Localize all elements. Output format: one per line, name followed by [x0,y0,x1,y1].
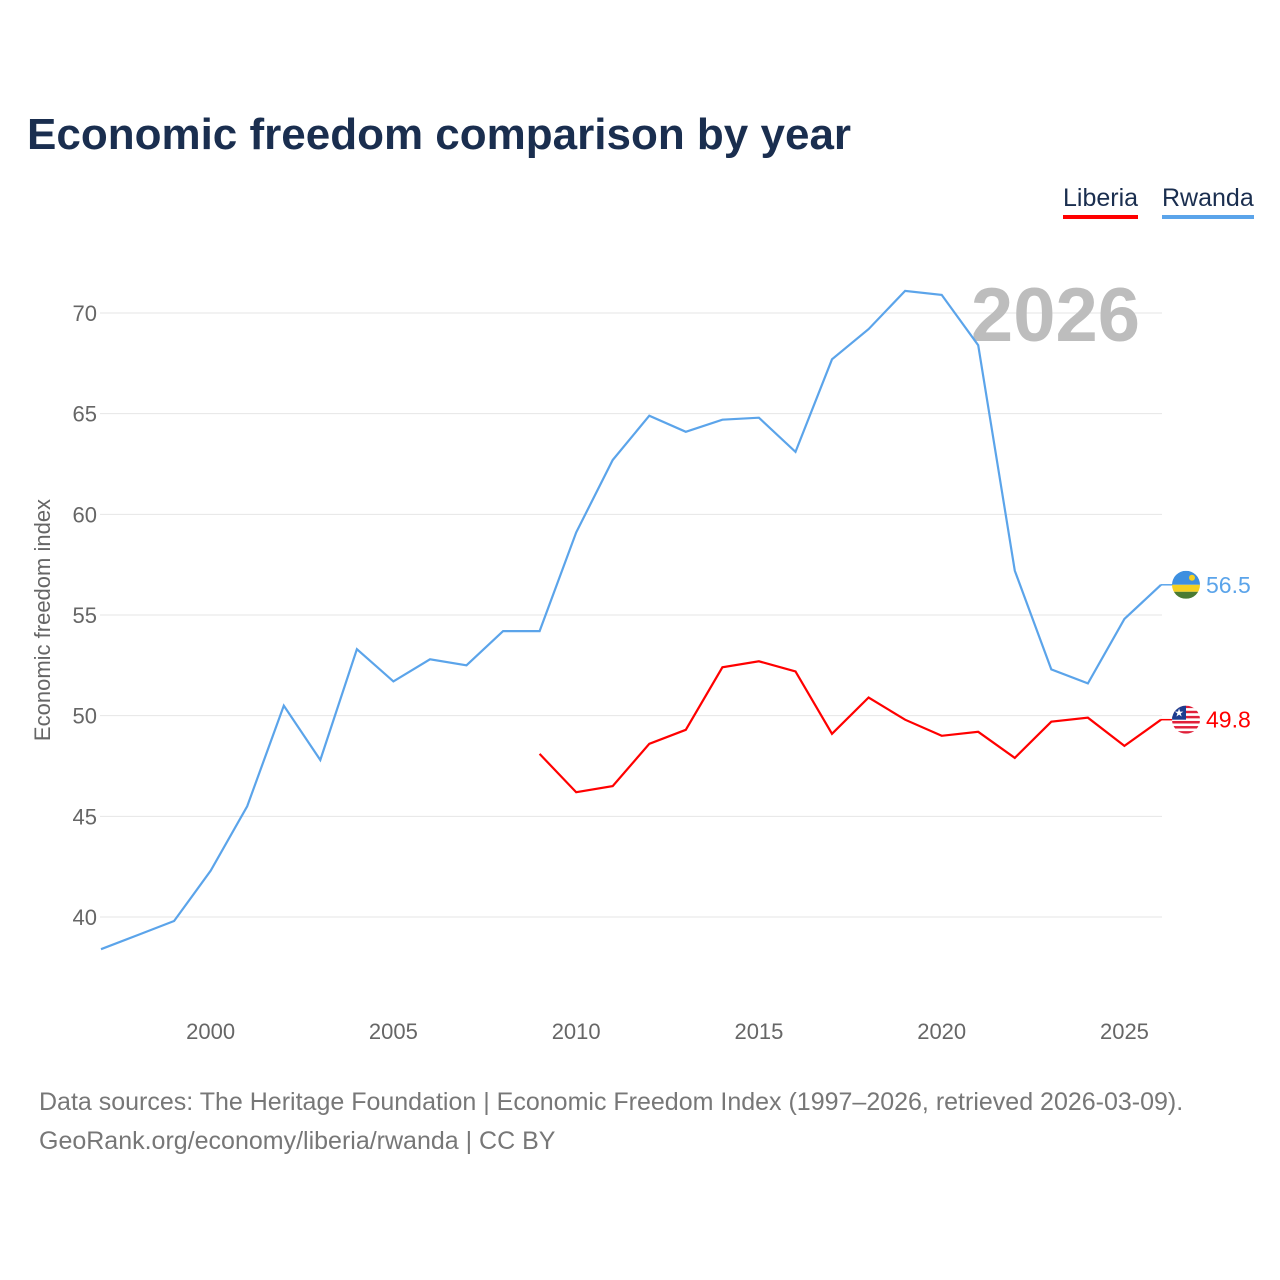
data-point[interactable] [719,417,725,423]
data-point[interactable] [464,662,470,668]
y-tick-label: 55 [73,603,97,628]
year-watermark: 2026 [971,273,1140,358]
data-point[interactable] [354,646,360,652]
data-point[interactable] [939,292,945,298]
data-point[interactable] [902,717,908,723]
data-point[interactable] [171,918,177,924]
y-tick-label: 50 [73,704,97,729]
data-point[interactable] [427,656,433,662]
data-point[interactable] [537,751,543,757]
data-point[interactable] [683,429,689,435]
y-tick-label: 45 [73,804,97,829]
data-point[interactable] [98,946,104,952]
chart-title: Economic freedom comparison by year [27,110,852,159]
data-point[interactable] [1048,666,1054,672]
series-line-liberia[interactable] [538,660,1162,794]
legend-rwanda[interactable]: Rwanda [1162,184,1254,219]
data-point[interactable] [1085,680,1091,686]
data-point[interactable] [719,664,725,670]
data-point[interactable] [975,729,981,735]
y-tick-label: 40 [73,905,97,930]
data-point[interactable] [610,457,616,463]
data-point[interactable] [902,288,908,294]
data-point[interactable] [1048,719,1054,725]
data-point[interactable] [646,741,652,747]
svg-text:★: ★ [1174,708,1184,720]
data-point[interactable] [866,326,872,332]
data-point[interactable] [792,668,798,674]
x-tick-label: 2005 [369,1019,418,1044]
data-point[interactable] [939,733,945,739]
data-point[interactable] [1085,715,1091,721]
data-point[interactable] [975,342,981,348]
data-point[interactable] [683,727,689,733]
data-point[interactable] [135,932,141,938]
data-point[interactable] [1012,568,1018,574]
y-tick-label: 70 [73,301,97,326]
data-point[interactable] [537,628,543,634]
end-value-label: 56.5 [1206,572,1251,598]
data-point[interactable] [573,529,579,535]
data-point[interactable] [500,628,506,634]
data-point[interactable] [792,449,798,455]
data-point[interactable] [756,658,762,664]
data-point[interactable] [317,757,323,763]
data-point[interactable] [756,415,762,421]
x-tick-label: 2000 [186,1019,235,1044]
y-tick-label: 65 [73,402,97,427]
liberia-flag-icon: ★ [1172,705,1200,734]
data-point[interactable] [610,783,616,789]
data-point[interactable] [1012,755,1018,761]
data-point[interactable] [829,731,835,737]
y-tick-label: 60 [73,502,97,527]
data-point[interactable] [208,868,214,874]
x-tick-label: 2015 [734,1019,783,1044]
x-tick-label: 2025 [1100,1019,1149,1044]
x-tick-label: 2020 [917,1019,966,1044]
data-point[interactable] [1121,616,1127,622]
data-point[interactable] [829,356,835,362]
data-point[interactable] [866,695,872,701]
data-point[interactable] [244,803,250,809]
data-sources: Data sources: The Heritage Foundation | … [39,1088,1184,1116]
data-point[interactable] [646,413,652,419]
y-axis-label: Economic freedom index [30,499,55,741]
legend-liberia[interactable]: Liberia [1063,184,1139,219]
rwanda-flag-icon [1172,570,1200,599]
data-point[interactable] [390,678,396,684]
end-value-label: 49.8 [1206,707,1251,733]
series-line-rwanda[interactable] [100,289,1162,951]
data-point[interactable] [1121,743,1127,749]
data-point[interactable] [573,789,579,795]
data-point[interactable] [281,703,287,709]
credit-link[interactable]: GeoRank.org/economy/liberia/rwanda | CC … [39,1127,556,1155]
x-tick-label: 2010 [552,1019,601,1044]
